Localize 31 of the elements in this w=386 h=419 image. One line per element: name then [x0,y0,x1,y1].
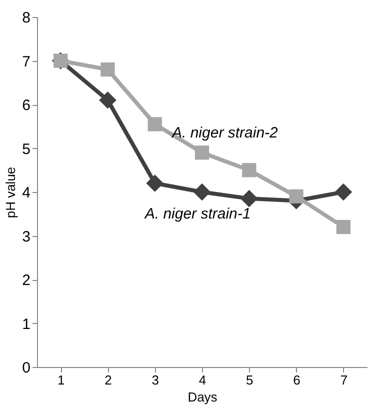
y-tick-label: 3 [22,228,30,246]
y-tick-label: 0 [22,360,30,376]
x-tick-label: 6 [293,372,300,388]
y-tick-label: 7 [22,53,30,70]
x-tick-label: 2 [104,372,112,388]
point [99,91,116,109]
series-label: A. niger strain-1 [144,205,251,222]
x-tick-label: 7 [340,372,348,388]
point [289,189,304,204]
point [194,146,210,160]
point [336,220,350,234]
point [240,190,258,208]
point [334,183,352,201]
point [100,62,115,77]
y-tick-label: 1 [22,316,30,333]
y-tick-label: 2 [22,272,30,289]
y-axis-title: pH value [3,166,18,218]
x-tick-label: 4 [198,372,206,388]
series-label: A. niger strain-2 [171,124,279,142]
y-tick-label: 4 [22,184,30,202]
x-tick-label: 1 [57,372,65,388]
y-tick-label: 8 [22,10,30,26]
point [148,117,162,132]
x-axis-title: Days [188,390,218,404]
point [242,163,256,178]
point [146,174,164,192]
x-tick-label: 3 [152,372,159,388]
y-tick-label: 6 [22,97,30,114]
y-tick-label: 5 [22,140,30,158]
x-tick-label: 5 [246,372,254,388]
point [193,183,211,201]
